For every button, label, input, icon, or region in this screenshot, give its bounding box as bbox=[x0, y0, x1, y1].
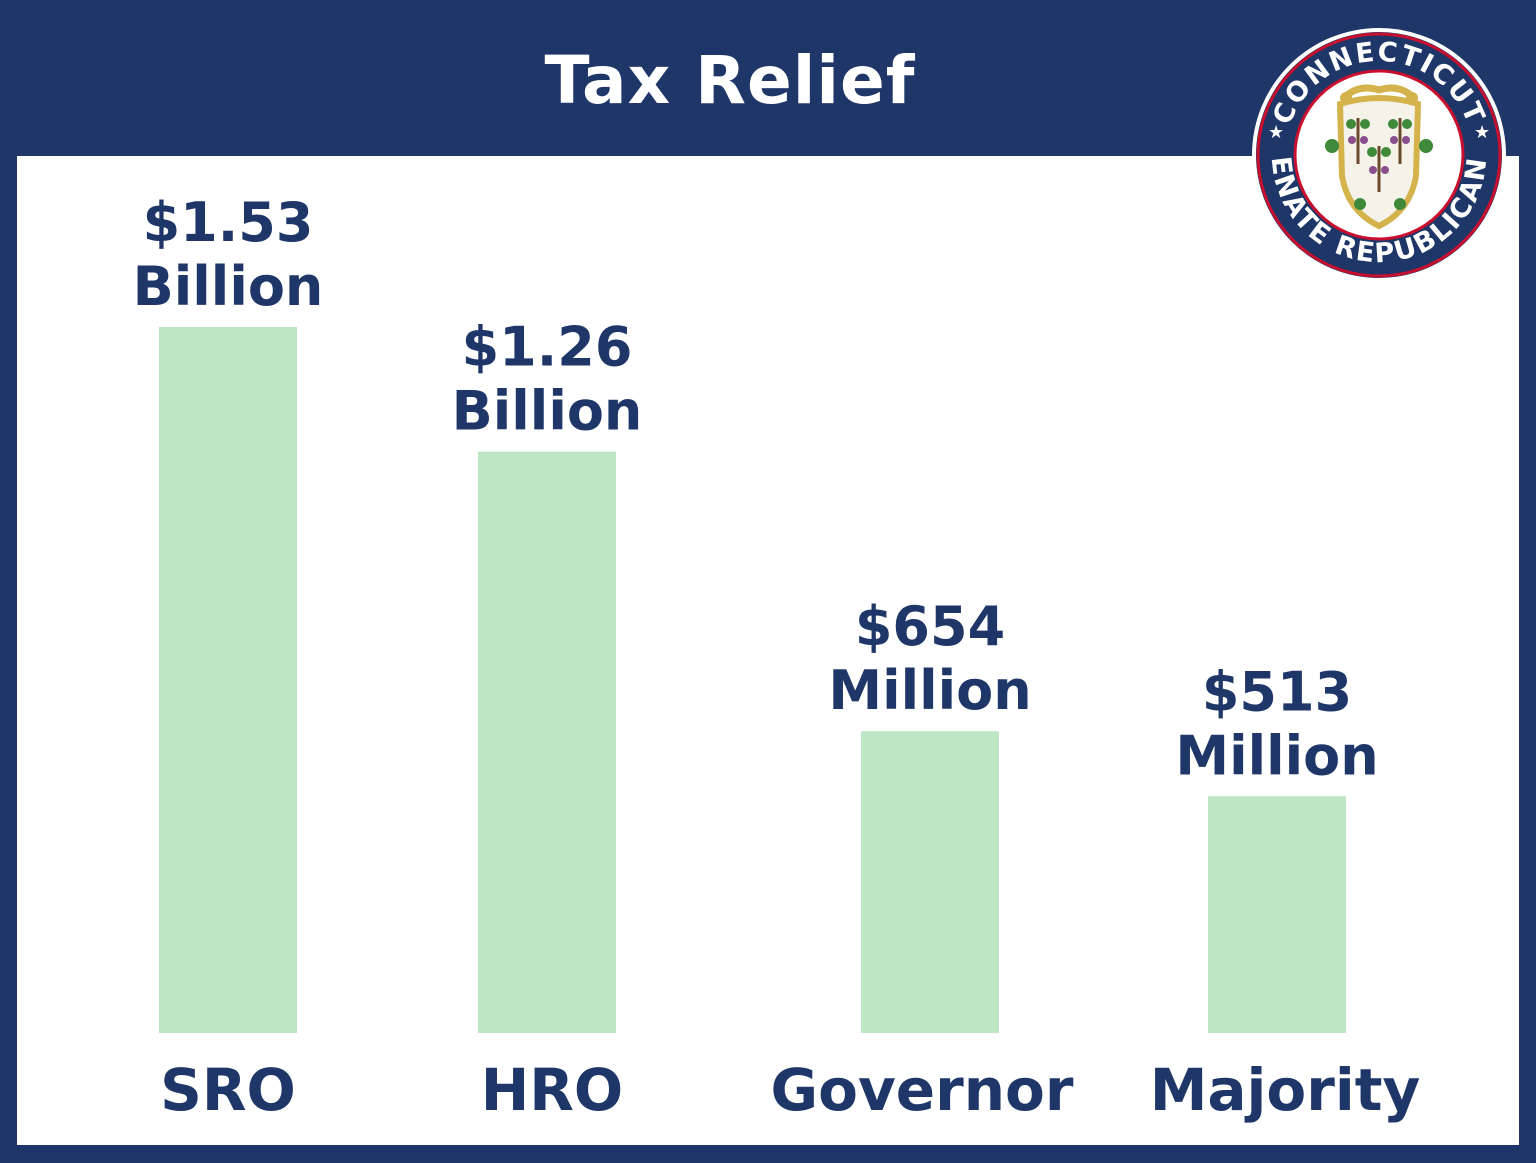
bar-majority bbox=[1208, 796, 1346, 1033]
bar-governor bbox=[861, 731, 999, 1033]
data-label-sro-line1: $1.53 bbox=[143, 191, 314, 254]
data-label-majority-line1: $513 bbox=[1202, 660, 1352, 723]
connecticut-senate-republicans-seal: CONNECTICUT SENATE REPUBLICANS ★ ★ bbox=[1250, 26, 1506, 282]
bar-chart: $1.53BillionSRO$1.26BillionHRO$654Millio… bbox=[133, 191, 1421, 1124]
star-icon: ★ bbox=[1268, 122, 1284, 143]
category-label-majority: Majority bbox=[1150, 1056, 1421, 1124]
chart-panel: $1.53 Billion SRO $1.26 Billion HRO $654 Millio… bbox=[17, 156, 1519, 1145]
data-label-hro-line2: Billion bbox=[452, 380, 643, 443]
data-label-majority-line2: Million bbox=[1175, 724, 1378, 787]
bar-hro bbox=[478, 451, 616, 1033]
bar-sro bbox=[159, 327, 297, 1033]
data-label-governor-line1: $654 bbox=[855, 595, 1005, 658]
data-label-sro-line2: Billion bbox=[133, 255, 324, 318]
star-icon: ★ bbox=[1474, 122, 1490, 143]
category-label-sro: SRO bbox=[160, 1056, 296, 1124]
data-label-hro-line1: $1.26 bbox=[462, 316, 633, 379]
category-label-hro: HRO bbox=[481, 1056, 624, 1124]
coat-of-arms-icon bbox=[1325, 84, 1433, 230]
data-label-governor-line2: Million bbox=[828, 659, 1031, 722]
page-title: Tax Relief bbox=[544, 42, 916, 119]
category-label-governor: Governor bbox=[771, 1056, 1074, 1124]
